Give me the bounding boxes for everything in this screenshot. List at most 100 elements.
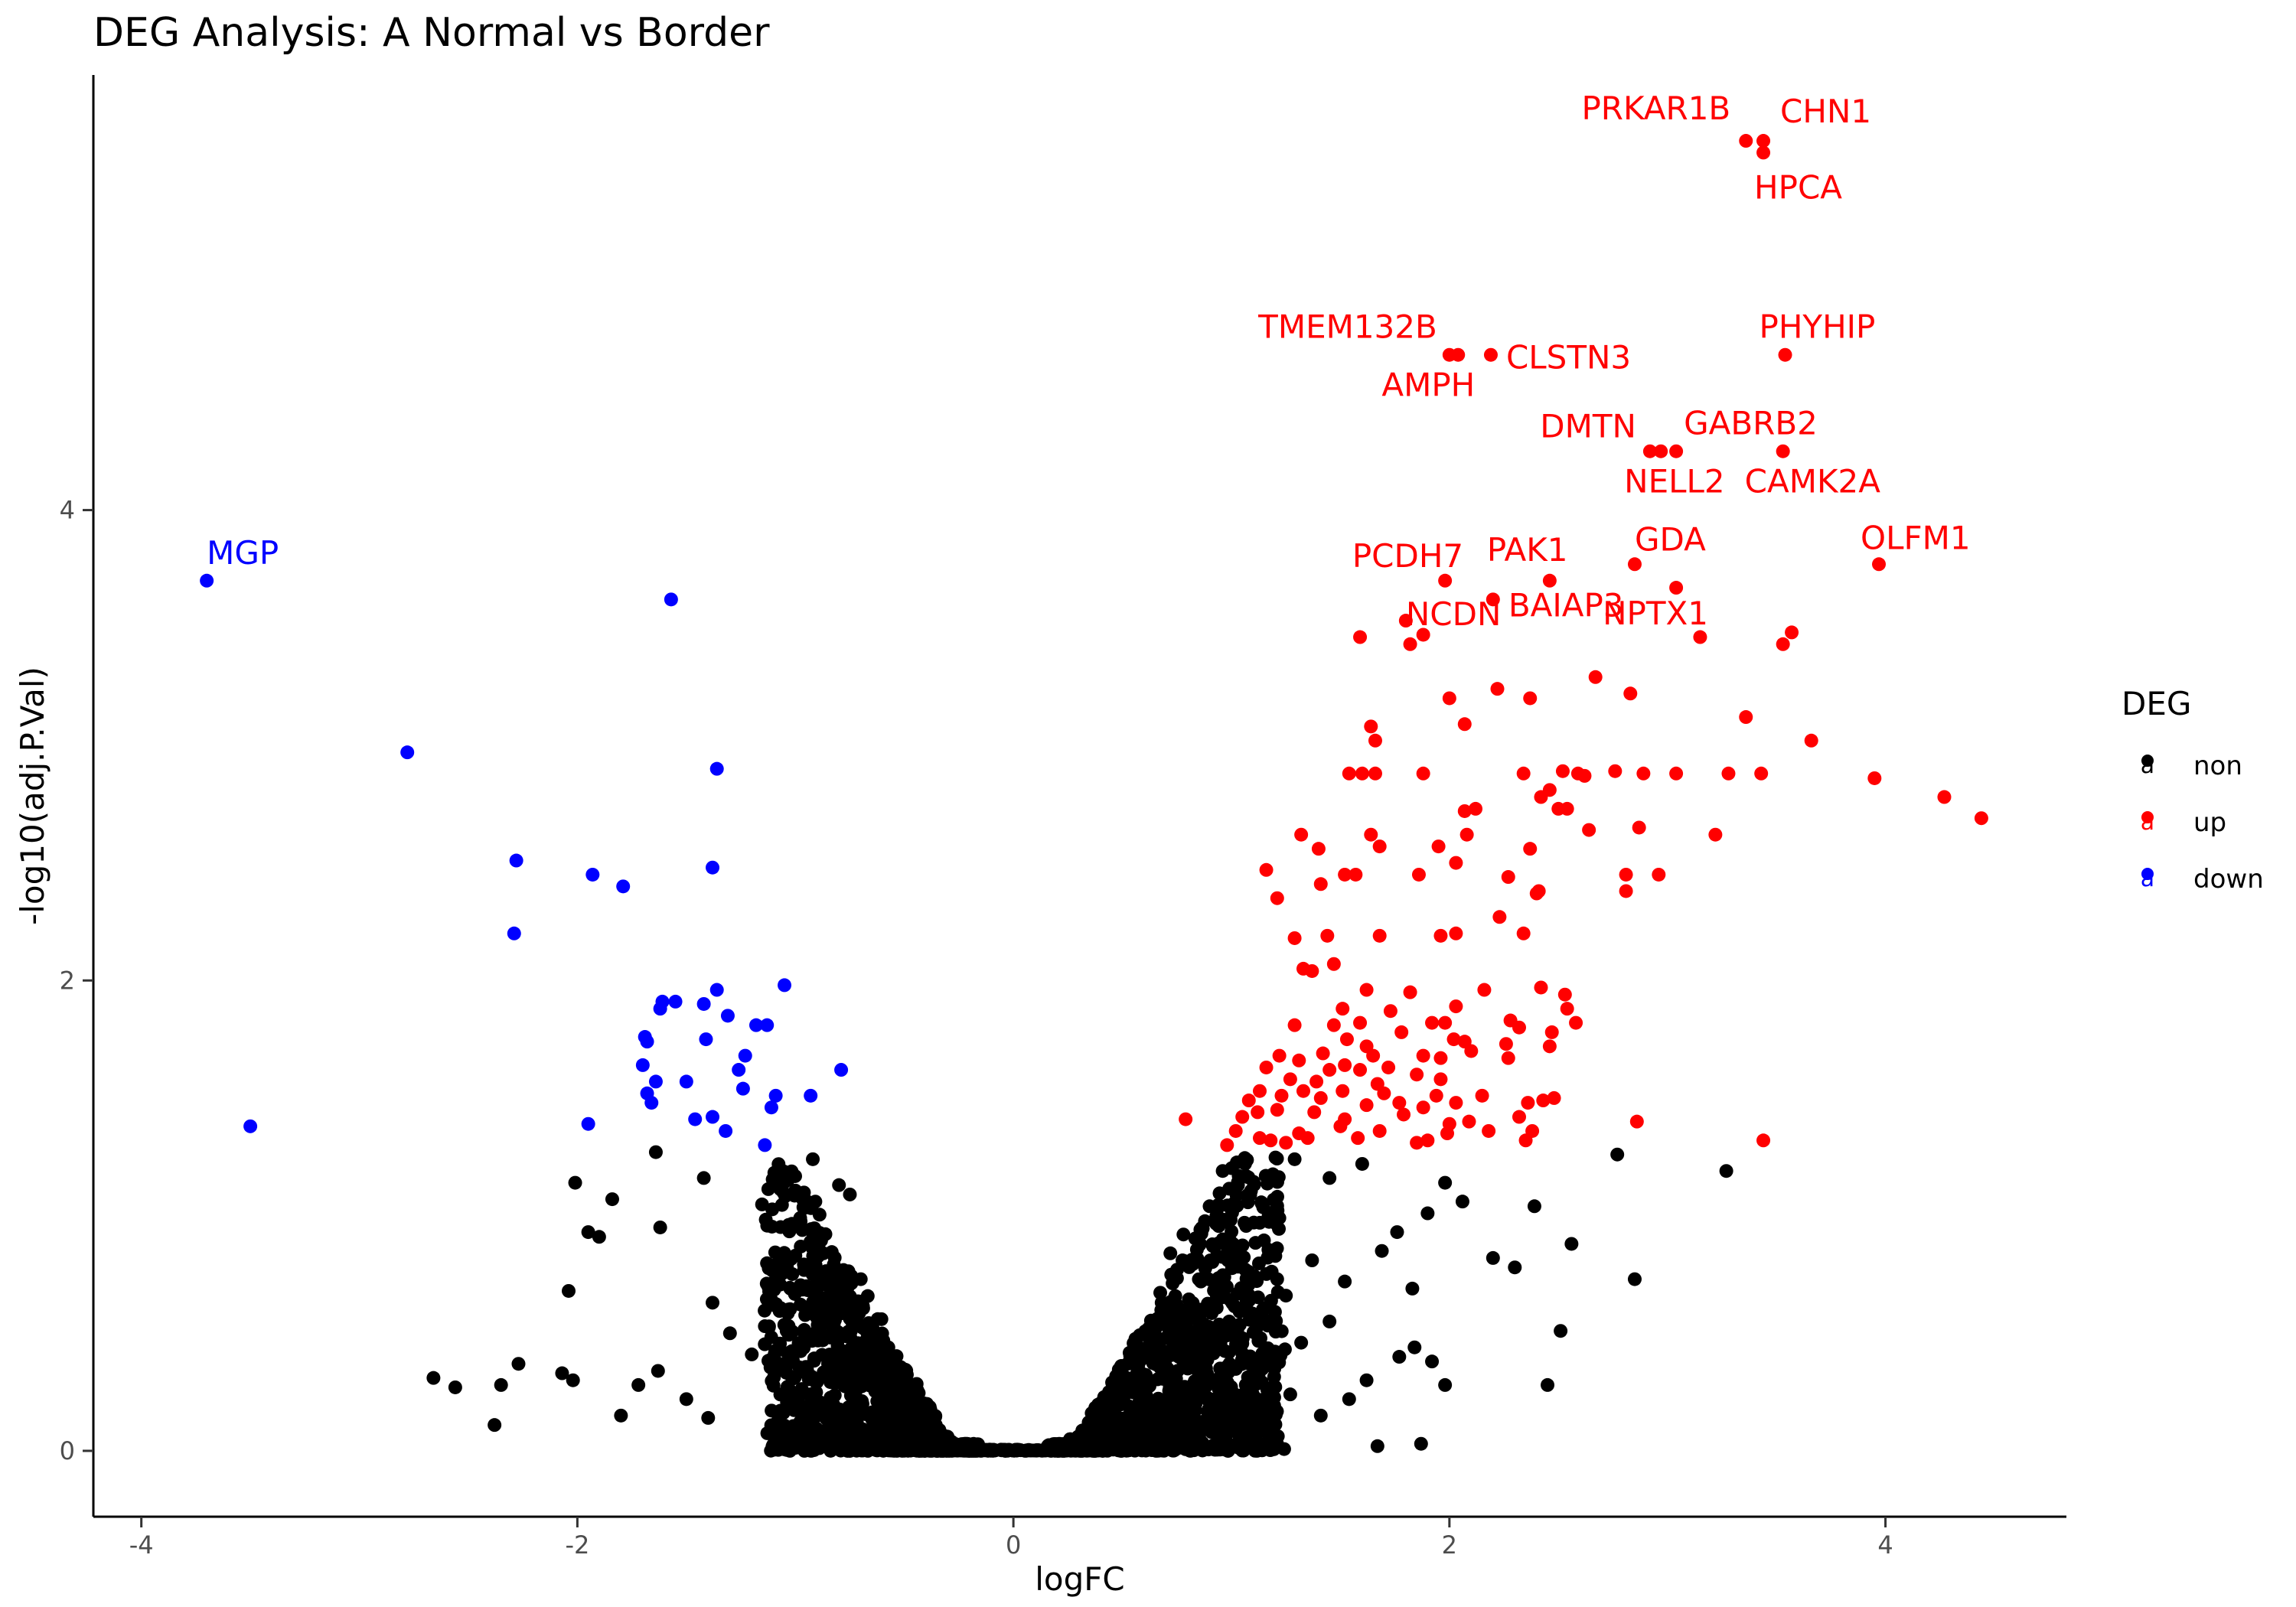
non-point: [806, 1295, 820, 1309]
gene-label-hpca: HPCA: [1754, 168, 1842, 206]
non-point: [875, 1326, 889, 1341]
non-point: [1169, 1302, 1184, 1316]
non-point: [696, 1171, 711, 1185]
gene-labels: PRKAR1B CHN1 HPCA TMEM132B CLSTN3 AMPH PHYHIP D…: [200, 90, 1971, 633]
non-point: [614, 1408, 628, 1423]
non-point: [870, 1312, 885, 1326]
down-point: [507, 926, 521, 940]
down-point: [709, 761, 724, 776]
up-point: [1542, 1039, 1557, 1054]
up-point: [1342, 766, 1356, 781]
gene-label-baiap3: BAIAP3: [1508, 586, 1624, 624]
non-point: [1228, 1359, 1242, 1374]
legend-key-non: [2141, 755, 2154, 767]
non-point: [841, 1264, 856, 1279]
non-point: [1136, 1367, 1150, 1381]
up-point: [1397, 1107, 1411, 1122]
up-point: [1313, 1090, 1328, 1105]
up-point: [1355, 766, 1369, 781]
non-point: [605, 1192, 619, 1207]
non-point: [892, 1380, 907, 1394]
non-point: [1486, 1250, 1500, 1265]
non-point: [800, 1425, 814, 1439]
up-point: [1305, 963, 1319, 978]
up-point: [1420, 1133, 1435, 1148]
non-point: [892, 1431, 906, 1446]
up-point: [1449, 926, 1463, 940]
non-point: [494, 1377, 508, 1392]
up-point: [1521, 1096, 1535, 1110]
non-point: [798, 1360, 813, 1374]
up-point: [1372, 839, 1387, 854]
non-point: [781, 1172, 795, 1187]
non-point: [775, 1198, 789, 1212]
non-point: [1370, 1439, 1384, 1453]
non-point: [1192, 1433, 1207, 1447]
non-point: [561, 1283, 576, 1298]
up-point: [1309, 1074, 1324, 1089]
up-point: [1492, 910, 1507, 924]
down-point: [760, 1018, 775, 1032]
gene-label-gabrb2: GABRB2: [1684, 405, 1818, 442]
non-point: [843, 1187, 857, 1201]
up-point: [1259, 862, 1274, 877]
non-point: [1006, 1443, 1020, 1458]
up-point: [1433, 1051, 1448, 1065]
down-point: [585, 867, 600, 882]
non-point: [1232, 1304, 1247, 1319]
down-point: [696, 996, 711, 1011]
non-point: [1256, 1302, 1270, 1317]
down-point: [719, 1123, 733, 1138]
up-point: [1377, 1086, 1391, 1100]
up-point: [1322, 1063, 1337, 1077]
legend-glyph: a: [2141, 809, 2154, 836]
up-point: [1381, 1060, 1396, 1074]
non-point: [769, 1171, 784, 1185]
non-point: [797, 1257, 811, 1272]
down-point: [804, 1088, 818, 1103]
up-point: [1241, 1094, 1256, 1108]
non-point: [830, 1417, 844, 1432]
up-point: [1629, 1114, 1644, 1129]
non-point: [1183, 1339, 1198, 1354]
up-point: [1353, 1015, 1368, 1030]
non-point: [801, 1442, 816, 1456]
non-point: [783, 1281, 797, 1296]
non-point: [1234, 1346, 1249, 1361]
up-point: [1270, 1103, 1284, 1117]
up-point: [1179, 1112, 1193, 1126]
down-point: [616, 879, 631, 894]
non-point: [1185, 1380, 1199, 1394]
non-point: [860, 1443, 875, 1458]
up-point: [1403, 637, 1417, 651]
up-point: [1364, 719, 1378, 734]
up-point: [1364, 827, 1378, 842]
non-point: [1095, 1442, 1110, 1456]
down-point: [720, 1009, 735, 1023]
non-point: [1254, 1197, 1269, 1211]
non-point: [1279, 1289, 1293, 1303]
labeled-point-chn1: [1756, 134, 1771, 148]
non-point: [810, 1401, 824, 1416]
non-point: [820, 1357, 835, 1371]
up-point: [1336, 1002, 1350, 1016]
labeled-point-gda: [1627, 557, 1642, 572]
x-tick-label: -4: [129, 1530, 154, 1560]
non-point: [1133, 1382, 1147, 1397]
labeled-point-pcdh7: [1438, 573, 1453, 588]
up-point: [1469, 801, 1483, 816]
legend-key-down: [2141, 868, 2154, 880]
non-point: [1248, 1236, 1263, 1250]
up-point: [1693, 630, 1707, 644]
non-point: [783, 1302, 797, 1316]
up-point: [1274, 1088, 1289, 1103]
up-point: [1429, 1088, 1443, 1103]
up-point: [1555, 764, 1570, 778]
non-point: [1222, 1314, 1237, 1328]
up-point: [1425, 1015, 1440, 1030]
non-point: [648, 1145, 663, 1159]
up-point: [1721, 766, 1736, 781]
non-point: [1205, 1237, 1220, 1252]
non-point: [1254, 1421, 1268, 1436]
non-point: [804, 1222, 819, 1237]
